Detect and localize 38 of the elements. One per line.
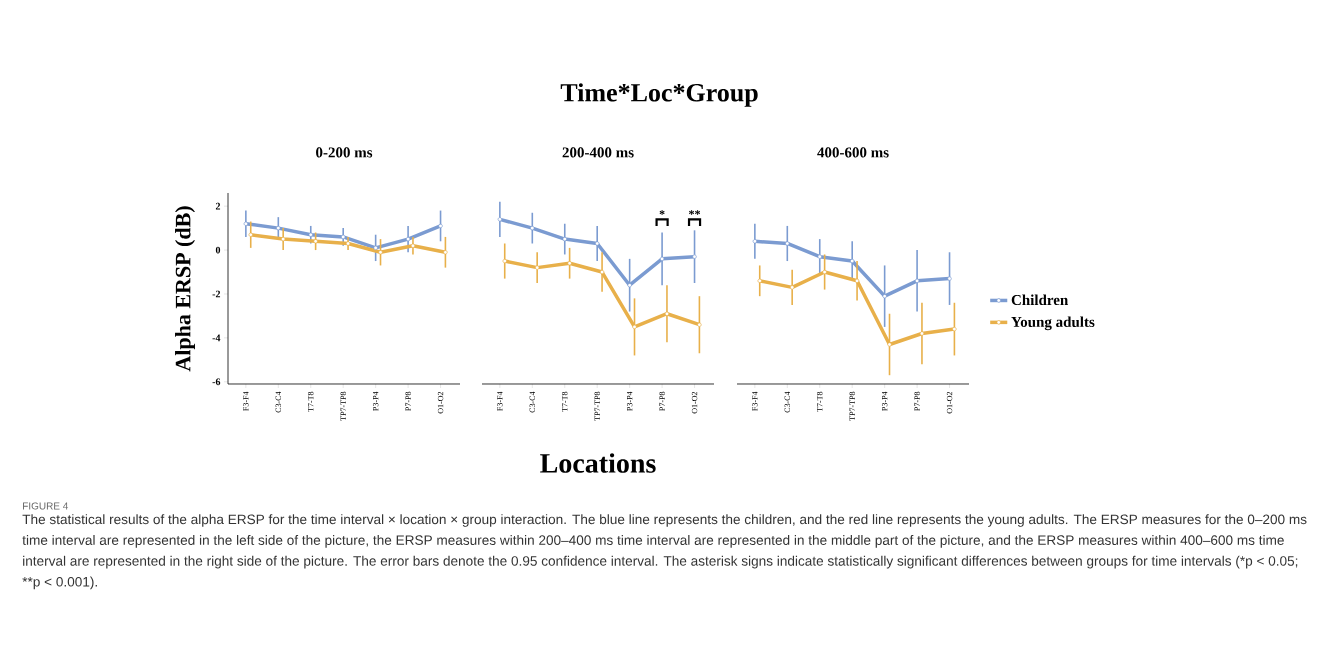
legend-label: Children (1011, 294, 1069, 306)
x-tick-label: P7-P8 (914, 391, 920, 411)
y-tick-label: -4 (212, 334, 221, 342)
text: The statistical results of the alpha ERSP for the time interval × location × group interaction. The blue line represents the children, and the red line represents the young adults. The ERSP measures for the 0–200 ms time interval are represented in the left side of the picture, the ERSP measures within 200–400 ms time interval are represented in the middle part of the picture, and the ERSP measures within 400–600 ms time interval are represented in the right side of the picture. The error bars denote the 0.95 confidence interval. The asterisk signs indicate statistically significant differences between groups for time intervals (*p < 0.05; **p < 0.001). (22, 514, 1307, 590)
x-tick-label: F3-F4 (497, 391, 503, 411)
x-tick-label: P3-P4 (372, 391, 379, 411)
x-tick-label: O1-O2 (691, 391, 698, 414)
x-tick-label: C3-C4 (784, 391, 790, 413)
x-axis-title: Locations (540, 453, 656, 473)
x-tick-label: O1-O2 (437, 391, 444, 414)
x-tick-label: TP7-TP8 (849, 391, 855, 421)
x-tick-label: O1-O2 (946, 391, 953, 414)
x-tick-label: T7-T8 (817, 391, 823, 412)
x-tick-label: TP7-TP8 (340, 391, 346, 421)
y-tick-label: 2 (215, 202, 221, 210)
chart-title: 0-200 ms (316, 147, 373, 158)
y-axis-title: Alpha ERSP (dB) (175, 206, 195, 372)
legend-label: Young adults (1011, 316, 1095, 331)
text: Time*Loc*Group (560, 83, 758, 107)
x-tick-label: P3-P4 (626, 391, 633, 411)
annotation: ** (689, 210, 701, 215)
annotation: * (659, 210, 665, 215)
x-tick-label: P7-P8 (405, 391, 411, 411)
y-tick-label: 0 (215, 246, 221, 254)
x-tick-label: T7-T8 (308, 391, 314, 412)
x-tick-label: P3-P4 (881, 391, 888, 411)
x-tick-label: F3-F4 (752, 391, 758, 411)
x-tick-label: C3-C4 (275, 391, 281, 413)
chart-title: 200-400 ms (562, 147, 634, 158)
x-tick-label: TP7-TP8 (594, 391, 600, 421)
x-tick-label: T7-T8 (562, 391, 568, 412)
y-tick-label: -6 (212, 378, 221, 386)
x-tick-label: C3-C4 (529, 391, 535, 413)
chart-title: 400-600 ms (817, 147, 889, 158)
caption: FIGURE 4 (23, 502, 69, 510)
y-tick-label: -2 (212, 290, 221, 298)
x-tick-label: F3-F4 (243, 391, 249, 411)
x-tick-label: P7-P8 (659, 391, 665, 411)
